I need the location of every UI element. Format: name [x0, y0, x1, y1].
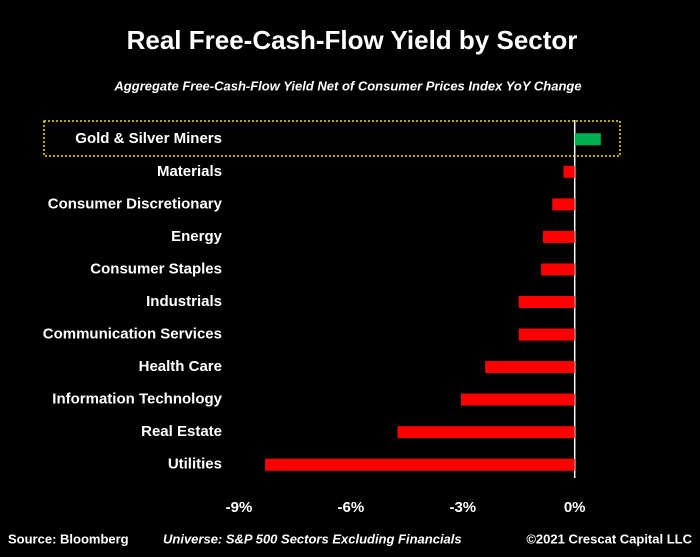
bar — [397, 426, 575, 439]
category-label: Information Technology — [52, 391, 222, 408]
category-label: Consumer Discretionary — [48, 195, 223, 212]
bar — [574, 133, 601, 146]
footer-universe: Universe: S&P 500 Sectors Excluding Fina… — [163, 531, 462, 546]
x-tick-label: -6% — [338, 499, 365, 516]
bar — [518, 328, 575, 341]
bar — [485, 361, 575, 374]
category-label: Industrials — [146, 293, 222, 310]
x-tick-label: -9% — [226, 499, 253, 516]
category-label: Gold & Silver Miners — [75, 130, 222, 147]
highlight-box — [43, 120, 621, 157]
chart-subtitle: Aggregate Free-Cash-Flow Yield Net of Co… — [113, 78, 581, 93]
bar — [265, 458, 575, 471]
category-label: Utilities — [168, 456, 222, 473]
bar — [541, 263, 575, 276]
x-tick-label: 0% — [564, 499, 586, 516]
category-label: Consumer Staples — [90, 260, 222, 277]
bar — [542, 230, 575, 243]
category-label: Energy — [171, 228, 223, 245]
footer-copyright: ©2021 Crescat Capital LLC — [526, 531, 692, 546]
bar — [460, 393, 575, 406]
category-label: Communication Services — [43, 326, 222, 343]
category-label: Materials — [157, 163, 222, 180]
bar — [552, 198, 575, 211]
footer-source: Source: Bloomberg — [8, 531, 129, 546]
category-label: Health Care — [139, 358, 222, 375]
chart-title: Real Free-Cash-Flow Yield by Sector — [127, 25, 578, 55]
bar — [518, 296, 575, 308]
x-tick-label: -3% — [449, 499, 476, 516]
bar — [563, 165, 575, 178]
category-label: Real Estate — [141, 423, 222, 440]
